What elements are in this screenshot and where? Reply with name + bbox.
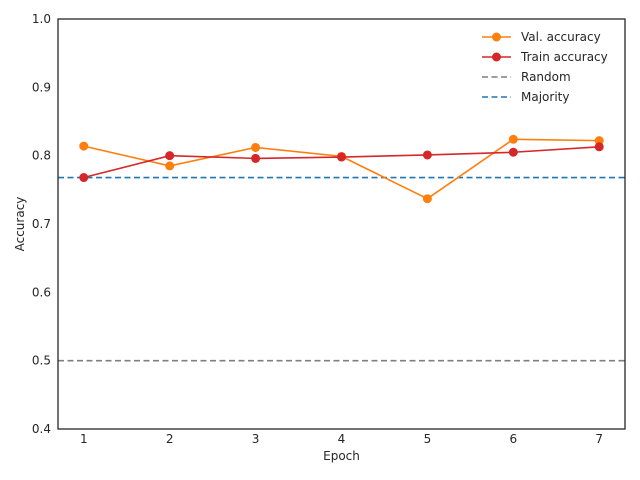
x-tick-label: 7 — [595, 432, 603, 446]
legend-marker-train-accuracy — [492, 52, 501, 62]
y-tick-label: 0.8 — [32, 149, 51, 163]
legend-label-train-accuracy: Train accuracy — [520, 50, 608, 64]
x-tick-label: 6 — [509, 432, 517, 446]
x-axis-label: Epoch — [323, 449, 360, 463]
legend-label-val-accuracy: Val. accuracy — [521, 30, 601, 44]
x-tick-label: 3 — [252, 432, 260, 446]
data-point-train-accuracy-3 — [251, 153, 261, 163]
y-tick-label: 0.7 — [32, 217, 51, 231]
y-tick-label: 0.5 — [32, 354, 51, 368]
legend: Val. accuracy Train accuracy Random Majorit… — [482, 30, 608, 104]
x-tick-label: 4 — [338, 432, 346, 446]
data-point-train-accuracy-7 — [594, 142, 604, 152]
data-point-train-accuracy-5 — [422, 150, 432, 160]
x-tick-label: 5 — [424, 432, 432, 446]
y-tick-label: 0.9 — [32, 80, 51, 94]
data-point-val-accuracy-5 — [422, 194, 432, 204]
x-tick-label: 1 — [80, 432, 88, 446]
y-tick-label: 1.0 — [32, 12, 51, 26]
plot-area — [58, 134, 625, 362]
y-tick-label: 0.4 — [32, 422, 51, 436]
data-point-val-accuracy-1 — [79, 141, 89, 151]
axes-frame — [57, 18, 626, 430]
legend-marker-val-accuracy — [492, 32, 501, 42]
legend-label-random: Random — [521, 70, 571, 84]
data-point-val-accuracy-6 — [508, 134, 518, 144]
x-tick-label: 2 — [166, 432, 174, 446]
legend-label-majority: Majority — [521, 90, 569, 104]
data-point-val-accuracy-2 — [165, 161, 175, 171]
data-point-train-accuracy-2 — [165, 151, 175, 161]
data-point-train-accuracy-6 — [508, 147, 518, 157]
data-point-train-accuracy-4 — [337, 152, 346, 162]
axes: 1 2 3 4 5 6 7 0.4 0.5 0.6 0.7 0.8 0.9 1.0 — [32, 12, 626, 446]
y-axis-label: Accuracy — [13, 197, 27, 252]
data-point-val-accuracy-3 — [251, 142, 261, 152]
data-point-train-accuracy-1 — [79, 173, 89, 183]
data-point-val-accuracy-7 — [594, 136, 604, 146]
y-tick-label: 0.6 — [32, 285, 51, 299]
